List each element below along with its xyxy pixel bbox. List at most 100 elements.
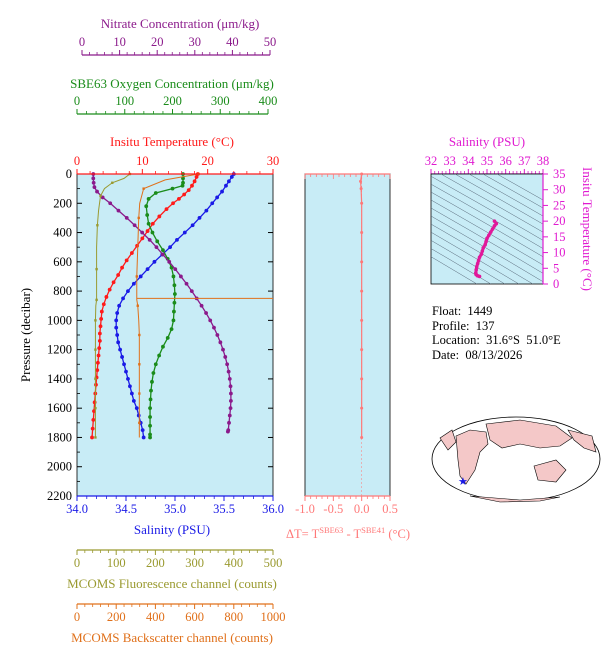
oxygen-axis-label: SBE63 Oxygen Concentration (μm/kg) <box>70 76 274 91</box>
salinity-data-point <box>120 355 124 359</box>
delta-data-point <box>360 318 364 322</box>
salinity-data-point <box>229 175 234 179</box>
isopycnal-line <box>468 174 543 217</box>
backscatter-tick-label: 0 <box>74 610 80 624</box>
salinity-data-point <box>220 189 224 194</box>
australia-landmass <box>533 459 567 483</box>
oxygen-data-point <box>148 435 152 440</box>
isopycnal-line <box>431 175 543 241</box>
fluorescence-axis-label: MCOMS Fluorescence channel (counts) <box>67 576 277 591</box>
float-location: Location: 31.6°S 51.0°E <box>432 333 561 347</box>
delta-data-point <box>360 406 364 410</box>
nitrate-data-point <box>204 311 208 315</box>
nitrate-data-point <box>116 208 121 213</box>
salinity-data-point <box>126 377 130 381</box>
temperature-data-point <box>94 382 98 387</box>
delta-panel: -1.0 -0.5 0.0 0.5 ΔT= TSBE63 - TSBE41 (°C) <box>286 172 410 541</box>
temperature-axis: Insitu Temperature (°C) 0 10 20 30 <box>74 134 279 175</box>
ts-panel: Salinity (PSU) 32 33 34 35 36 37 38 0 510 15 20 25… <box>425 134 595 291</box>
nitrate-tick-label: 10 <box>113 35 126 49</box>
backscatter-tick-label: 600 <box>185 610 204 624</box>
temperature-tick-label: 10 <box>136 154 149 168</box>
oxygen-data-point <box>151 371 156 375</box>
ts-temperature-tick-label: 10 <box>553 246 566 260</box>
oxygen-tick-label: 100 <box>115 94 134 108</box>
nitrate-data-point <box>140 230 145 235</box>
salinity-data-point <box>190 223 195 228</box>
ts-salinity-tick-label: 37 <box>518 154 531 168</box>
ts-data-point <box>475 261 480 266</box>
backscatter-tick-label: 800 <box>224 610 243 624</box>
isopycnal-line <box>482 174 543 209</box>
nitrate-data-point <box>218 340 223 345</box>
isopycnal-line <box>431 215 543 282</box>
salinity-data-point <box>210 201 215 206</box>
temperature-data-point <box>140 236 145 241</box>
pressure-tick-label: 0 <box>66 167 72 181</box>
ts-salinity-tick-label: 32 <box>425 154 438 168</box>
oxygen-data-point <box>146 196 151 201</box>
salinity-data-point <box>116 340 121 345</box>
delta-plot-area <box>304 173 391 497</box>
temperature-data-point <box>186 188 191 193</box>
temperature-data-point <box>145 229 150 233</box>
pressure-tick-label: 1200 <box>47 343 72 357</box>
temperature-data-point <box>99 309 104 314</box>
ts-data-point <box>490 227 495 231</box>
backscatter-data-point <box>138 392 141 395</box>
nitrate-data-point <box>108 201 113 206</box>
ts-data-point <box>485 236 489 241</box>
nitrate-data-point <box>226 369 231 374</box>
ts-data-point <box>480 249 485 253</box>
salinity-axis-label: Salinity (PSU) <box>134 522 210 537</box>
temperature-tick-label: 20 <box>201 154 214 168</box>
temperature-data-point <box>157 214 162 219</box>
nitrate-data-point <box>208 318 213 323</box>
salinity-data-point <box>114 318 119 323</box>
nitrate-data-point <box>100 195 105 200</box>
delta-data-point <box>359 187 363 191</box>
salinity-axis: 34.0 34.5 35.0 35.5 36.0 Salinity (PSU) <box>66 495 284 537</box>
oxygen-data-point <box>172 283 177 288</box>
pressure-tick-label: 800 <box>53 284 72 298</box>
salinity-data-point <box>182 230 187 235</box>
salinity-data-point <box>114 325 119 330</box>
ts-data-point <box>483 242 487 247</box>
ts-data-point <box>492 224 497 228</box>
temperature-data-point <box>171 201 175 206</box>
nitrate-data-point <box>199 303 204 308</box>
salinity-data-point <box>115 311 120 315</box>
fluorescence-data-point <box>99 194 102 198</box>
isopycnal-line <box>440 174 543 233</box>
temperature-data-point <box>177 196 181 201</box>
ts-data-point <box>476 258 481 263</box>
fluorescence-data-point <box>95 267 98 271</box>
temperature-data-point <box>99 317 104 321</box>
temperature-data-point <box>194 175 199 179</box>
temperature-data-point <box>104 295 109 299</box>
ts-salinity-tick-label: 36 <box>499 154 512 168</box>
ts-data-point <box>492 219 497 223</box>
isopycnal-line <box>431 183 543 249</box>
salinity-data-point <box>122 362 126 367</box>
nitrate-data-point <box>178 274 183 279</box>
backscatter-profile-line <box>136 173 199 438</box>
nitrate-tick-label: 50 <box>264 35 277 49</box>
salinity-data-point <box>138 274 143 279</box>
salinity-data-point <box>126 289 130 293</box>
antarctica-landmass <box>469 495 561 503</box>
salinity-data-point <box>215 195 220 200</box>
nitrate-data-point <box>228 406 233 411</box>
backscatter-data-point <box>136 304 139 307</box>
temperature-data-point <box>97 346 102 351</box>
temperature-data-point <box>95 368 100 373</box>
salinity-data-point <box>118 347 123 352</box>
nitrate-data-point <box>124 216 129 220</box>
backscatter-data-point <box>135 275 138 278</box>
fluorescence-data-point <box>96 224 99 227</box>
ts-temperature-tick-label: 15 <box>553 230 566 244</box>
ts-salinity-tick-label: 38 <box>537 154 550 168</box>
oxygen-tick-label: 300 <box>211 94 230 108</box>
oxygen-data-point <box>150 379 154 384</box>
salinity-tick-label: 34.5 <box>115 502 137 516</box>
